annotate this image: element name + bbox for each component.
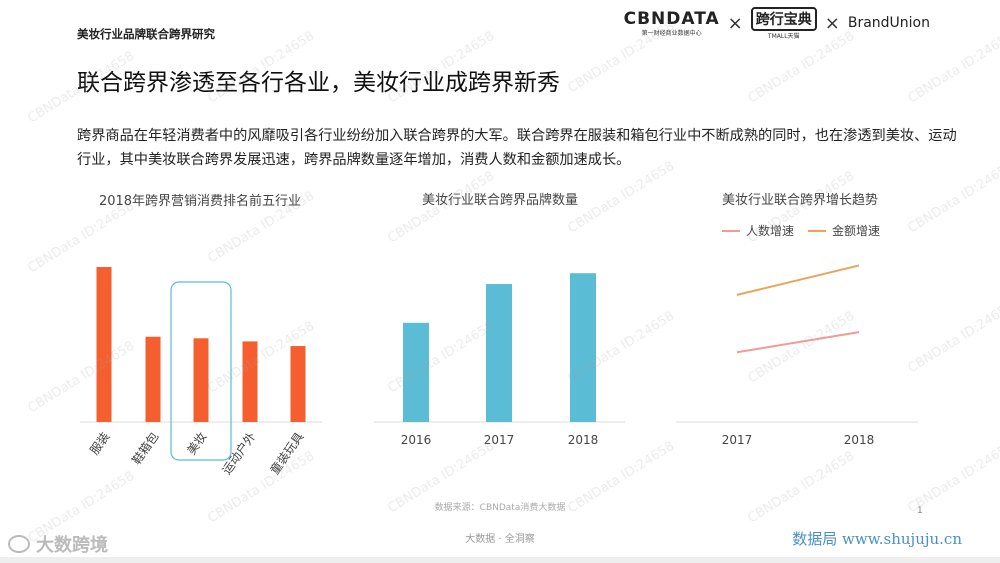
chart3-series-amount-line xyxy=(736,264,860,296)
chart2-category-label: 2018 xyxy=(568,433,599,447)
chart2-category-label: 2017 xyxy=(484,433,515,447)
tmall-logo: 跨行宝典 TMALL天猫 xyxy=(750,6,817,40)
chart2-bar xyxy=(570,273,596,422)
chart1-bar xyxy=(193,338,209,422)
chart2-bar xyxy=(486,284,512,422)
logo-mark-icon xyxy=(8,535,30,553)
bottom-strip xyxy=(0,557,1000,563)
chart2-bar xyxy=(403,322,429,422)
chart3-category-label: 2017 xyxy=(722,433,753,447)
chart3-category-label: 2018 xyxy=(844,433,875,447)
brandunion-logo: BrandUnion xyxy=(847,15,930,31)
page-number: 1 xyxy=(917,506,923,516)
times-icon: × xyxy=(824,12,840,34)
chart1-bar xyxy=(290,346,306,422)
legend-swatch xyxy=(808,229,827,232)
legend-label: 金额增速 xyxy=(832,224,881,238)
legend-item-amount: 金额增速 xyxy=(808,222,880,239)
data-source: 数据来源：CBNData消费大数据 xyxy=(434,503,566,513)
times-icon: × xyxy=(727,12,743,34)
legend-label: 人数增速 xyxy=(746,224,795,238)
chart3-legend: 人数增速 金额增速 xyxy=(722,222,880,239)
chart1-highlight-box xyxy=(170,281,232,461)
legend-swatch xyxy=(722,229,740,232)
footer-tagline: 大数据 · 全洞察 xyxy=(465,534,535,545)
chart1-category-label: 美妆 xyxy=(184,430,209,458)
chart1-bar xyxy=(96,267,112,422)
section-label: 美妆行业品牌联合跨界研究 xyxy=(77,27,215,41)
logo-dashujk: 大数跨境 xyxy=(8,531,108,557)
chart1-category-label: 童装玩具 xyxy=(267,429,307,477)
chart1-category-label: 鞋箱包 xyxy=(129,429,162,467)
page-title: 联合跨界渗透至各行各业，美妆行业成跨界新秀 xyxy=(77,70,560,96)
chart3-series-people-line xyxy=(736,331,860,354)
chart1-bar xyxy=(145,336,161,422)
chart3-title: 美妆行业联合跨界增长趋势 xyxy=(721,193,878,208)
chart2-title: 美妆行业联合跨界品牌数量 xyxy=(421,193,578,208)
chart2-category-label: 2016 xyxy=(401,433,432,447)
intro-paragraph: 跨界商品在年轻消费者中的风靡吸引各行业纷纷加入联合跨界的大军。联合跨界在服装和箱… xyxy=(77,128,957,168)
chart1-category-label: 服装 xyxy=(87,430,112,458)
legend-item-people: 人数增速 xyxy=(722,222,794,239)
logo-shujuju: 数据局 www.shujuju.cn xyxy=(792,530,962,548)
brand-logos: CBNDATA 第一财经商业数据中心 × 跨行宝典 TMALL天猫 × Bran… xyxy=(623,6,930,40)
cbndata-logo: CBNDATA 第一财经商业数据中心 xyxy=(623,9,720,37)
chart1-title: 2018年跨界营销消费排名前五行业 xyxy=(98,194,302,209)
chart1-bar xyxy=(242,341,258,422)
chart1-category-label: 运动户外 xyxy=(219,429,259,477)
